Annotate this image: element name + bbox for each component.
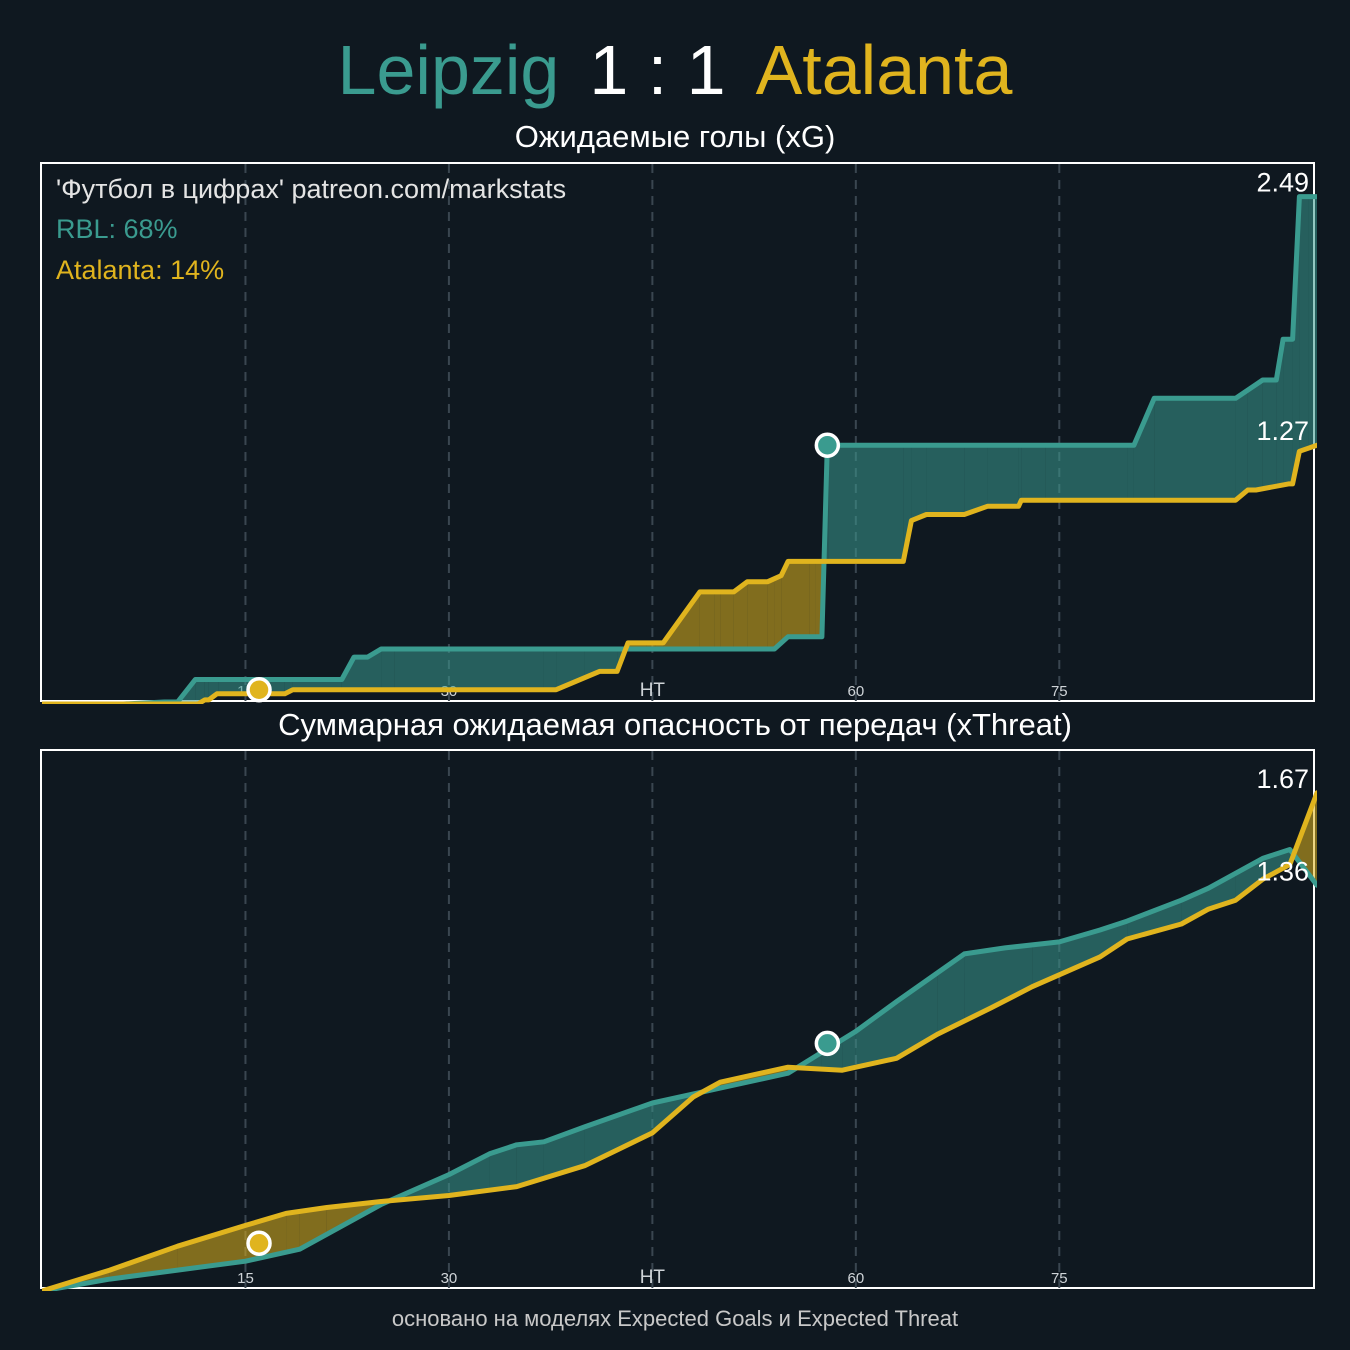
away-advantage-area [788,561,810,637]
home-advantage-area [1133,398,1155,501]
home-advantage-area [911,445,927,521]
away-advantage-area [767,578,775,649]
home-advantage-area [1045,445,1128,501]
home-end-value-label: 2.49 [1256,168,1309,198]
away-advantage-area [299,1207,327,1250]
xg-chart-plot: 1530HT60752.491.27 [42,164,1317,704]
home-advantage-area [987,445,1019,507]
home-advantage-area [617,649,626,672]
x-tick-label: 75 [1051,1270,1068,1287]
home-goal-marker [814,432,841,458]
home-advantage-area [217,679,219,694]
away-advantage-area [747,581,768,649]
home-advantage-area [1005,944,1033,1001]
match-score: 1 : 1 [589,31,726,109]
home-advantage-area [292,679,307,690]
home-advantage-area [1154,398,1236,501]
home-advantage-area [599,649,618,672]
home-advantage-area [1299,196,1309,452]
away-advantage-area [809,561,816,637]
home-advantage-area [964,445,988,515]
xg-chart-title: Ожидаемые голы (xG) [514,119,836,154]
away-cumulative-line [42,790,1317,1291]
xg-chart: 1530HT60752.491.27 'Футбол в цифрах' pat… [40,162,1317,704]
home-advantage-area [896,973,938,1059]
home-advantage-area [516,1141,544,1187]
home-advantage-area [1181,888,1209,924]
home-advantage-area [1256,380,1263,490]
away-advantage-area [733,581,748,649]
home-advantage-area [448,1153,490,1196]
home-advantage-area [584,1103,653,1166]
x-tick-label: 60 [847,683,864,700]
home-advantage-area [195,679,198,704]
home-advantage-area [964,949,992,1021]
away-goal-marker [246,1230,272,1257]
home-advantage-area [354,657,368,690]
home-end-value-label: 1.36 [1256,856,1309,886]
home-advantage-area [1235,858,1263,901]
footer-note: основано на моделях Expected Goals и Exp… [391,1306,959,1331]
home-advantage-area [1247,384,1256,490]
home-advantage-area [855,1001,897,1068]
home-advantage-area [1283,339,1289,485]
home-advantage-area [842,1031,856,1071]
x-tick-label: 15 [237,1270,254,1287]
away-advantage-area [177,1225,246,1271]
home-advantage-area [1018,445,1022,507]
home-goal-marker [814,1030,841,1057]
x-tick-label: 75 [1051,683,1068,700]
x-tick-label: 30 [441,1270,458,1287]
xthreat-chart-plot: 15 30 HT 60 75 1.36 1.67 [42,751,1317,1291]
away-team-name: Atalanta [755,31,1013,109]
away-advantage-area [699,591,715,649]
away-advantage-area [781,561,788,643]
home-win-probability: RBL: 68% [56,214,178,244]
away-end-value-label: 1.67 [1256,764,1309,794]
home-advantage-area [1288,339,1293,484]
home-advantage-area [937,953,965,1035]
home-advantage-area [204,679,209,700]
home-advantage-area [1235,390,1248,501]
xthreat-chart: 15 30 HT 60 75 1.36 1.67 [40,749,1317,1291]
x-tick-label: HT [640,1267,666,1288]
x-tick-label: 60 [847,1270,864,1287]
home-advantage-area [991,947,1005,1008]
watermark: 'Футбол в цифрах' patreon.com/markstats [56,174,567,204]
away-cumulative-line [42,442,1317,704]
home-advantage-area [1127,900,1182,939]
home-advantage-area [828,445,904,562]
home-advantage-area [1262,380,1277,489]
home-advantage-area [198,679,205,704]
x-tick-label: HT [640,680,666,701]
away-end-value-label: 1.27 [1256,416,1309,446]
away-advantage-area [714,591,721,649]
home-advantage-area [306,679,342,690]
home-advantage-area [367,649,382,690]
away-advantage-area [1293,792,1317,886]
home-cumulative-line [42,847,1317,1291]
home-advantage-area [1127,445,1134,501]
away-goal-marker [246,676,272,703]
away-advantage-area [286,1211,300,1253]
home-advantage-area [903,445,912,562]
away-win-probability: Atalanta: 14% [56,255,225,285]
home-advantage-area [926,445,965,515]
home-cumulative-line [42,194,1317,704]
home-advantage-area [381,649,395,690]
home-team-name: Leipzig [337,31,560,109]
xthreat-chart-title: Суммарная ожидаемая опасность от передач… [278,707,1072,742]
home-advantage-area [394,649,544,690]
home-advantage-area [489,1144,517,1191]
home-advantage-area [1021,445,1046,501]
away-advantage-area [774,575,782,649]
home-advantage-area [543,649,557,690]
match-header: Leipzig 1 : 1 Atalanta [0,28,1350,112]
home-advantage-area [1308,196,1317,448]
away-advantage-area [720,591,734,649]
